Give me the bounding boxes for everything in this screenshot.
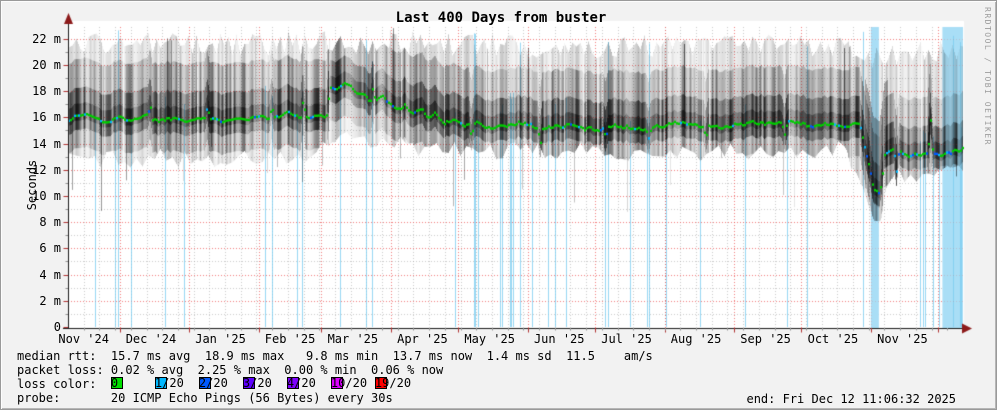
loss-color-key: 10/20 [330, 376, 367, 389]
y-tick-label: 2 m [39, 293, 61, 308]
probe-info: probe: 20 ICMP Echo Pings (56 Bytes) eve… [17, 391, 393, 405]
y-tick-label: 16 m [32, 110, 61, 125]
loss-color-value: 19/20 [374, 375, 412, 390]
median-rtt-stats: median rtt: 15.7 ms avg 18.9 ms max 9.8 … [17, 349, 653, 363]
loss-color-keys: 0 1/20 2/20 3/20 4/20 10/20 19/20 [110, 375, 419, 392]
loss-color-value: 1/20 [154, 375, 184, 390]
loss-color-swatch [110, 377, 123, 389]
loss-color-value: 3/20 [242, 375, 272, 390]
x-tick-label: Apr '25 [397, 332, 448, 346]
x-tick-label: Oct '25 [807, 332, 859, 346]
loss-color-swatch [374, 377, 387, 389]
loss-color-value: 2/20 [198, 375, 228, 390]
x-tick-label: Jan '25 [195, 332, 246, 346]
loss-color-label: loss color: [17, 377, 111, 391]
x-tick-label: Sep '25 [740, 332, 791, 346]
y-tick-label: 0 [53, 320, 61, 334]
chart-title: Last 400 Days from buster [395, 10, 607, 26]
y-tick-label: 14 m [32, 136, 61, 151]
y-tick-label: 4 m [39, 267, 61, 282]
loss-color-swatch [330, 377, 343, 389]
loss-color-key: 2/20 [198, 376, 228, 389]
loss-color-legend: loss color: 0 1/20 2/20 3/20 4/20 10/20 19/20 [17, 375, 419, 392]
loss-color-key: 4/20 [286, 376, 316, 389]
y-tick-label: 12 m [32, 162, 61, 177]
rrdtool-watermark: RRDTOOL / TOBI OETIKER [983, 7, 992, 146]
end-timestamp: end: Fri Dec 12 11:06:32 2025 [746, 392, 956, 406]
loss-color-value: 4/20 [286, 375, 316, 390]
y-tick-label: 20 m [32, 57, 61, 72]
y-tick-label: 6 m [39, 241, 61, 256]
y-tick-label: 10 m [32, 188, 61, 203]
loss-color-key: 0 [110, 375, 128, 390]
x-tick-label: Jul '25 [601, 332, 652, 346]
x-tick-label: Nov '25 [877, 332, 928, 346]
x-tick-label: Feb '25 [264, 332, 316, 346]
y-tick-label: 22 m [32, 31, 61, 46]
x-tick-label: Mar '25 [327, 332, 379, 346]
x-tick-label: Aug '25 [670, 332, 722, 346]
x-tick-label: Jun '25 [533, 332, 585, 346]
loss-color-value: 10/20 [330, 375, 368, 390]
loss-color-key: 19/20 [374, 376, 411, 389]
y-tick-label: 8 m [39, 215, 61, 230]
x-tick-label: May '25 [464, 332, 515, 346]
loss-color-value: 0 [110, 375, 119, 390]
loss-color-swatch [198, 377, 211, 389]
loss-color-key: 1/20 [154, 376, 184, 389]
loss-color-key: 3/20 [242, 376, 272, 389]
y-tick-label: 18 m [32, 84, 61, 99]
x-tick-label: Nov '24 [58, 332, 109, 346]
x-tick-label: Dec '24 [125, 332, 177, 346]
loss-color-swatch [242, 377, 255, 389]
packet-loss-stats: packet loss: 0.02 % avg 2.25 % max 0.00 … [17, 363, 444, 377]
loss-color-swatch [154, 377, 167, 389]
loss-color-swatch [286, 377, 299, 389]
